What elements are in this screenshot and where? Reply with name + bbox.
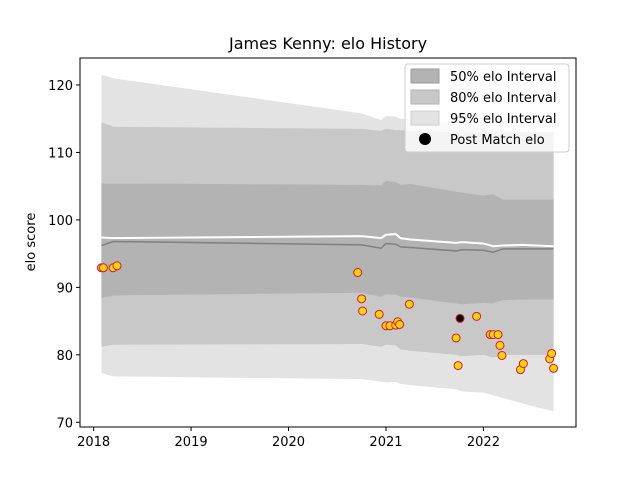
post-match-point [395,319,405,329]
legend-label-post-match: Post Match elo [450,133,545,148]
post-match-point [497,350,507,360]
legend-swatch-50 [410,68,440,84]
legend-marker-post-match [419,133,431,145]
post-match-point [451,333,461,343]
x-tick-label: 2019 [175,435,208,450]
post-match-point [404,299,414,309]
x-tick-label: 2022 [467,435,500,450]
plot-area [96,74,559,412]
x-tick-label: 2021 [369,435,402,450]
legend-swatch-95 [410,110,440,126]
upper-elo-line [101,233,554,248]
post-match-point [493,330,503,340]
post-match-point [98,263,108,273]
y-tick-label: 100 [48,214,73,229]
x-axis: 2018 2019 2020 2021 2022 [77,427,500,450]
y-tick-label: 80 [56,349,73,364]
y-tick-label: 110 [48,146,73,161]
post-match-point [547,348,557,358]
post-match-point [112,261,122,271]
post-match-point [549,363,559,373]
y-tick-label: 90 [56,281,73,296]
legend-swatch-80 [410,89,440,105]
post-match-point [353,268,363,278]
legend-label-50: 50% elo Interval [450,70,557,85]
y-tick-label: 70 [56,416,73,431]
legend-label-80: 80% elo Interval [450,91,557,106]
legend: 50% elo Interval 80% elo Interval 95% el… [404,63,570,153]
y-tick-label: 120 [48,79,73,94]
y-axis-label: elo score [24,213,39,272]
post-match-point [518,359,528,369]
plot-frame [79,57,577,428]
post-match-point [453,361,463,371]
post-match-point [472,311,482,321]
post-match-point [374,309,384,319]
mean-elo-line [101,240,554,254]
x-tick-label: 2020 [272,435,305,450]
post-match-point [455,313,465,323]
band-50-interval [101,180,554,305]
chart-title: James Kenny: elo History [228,34,427,53]
legend-label-95: 95% elo Interval [450,112,557,127]
post-match-point [495,340,505,350]
post-match-point [358,306,368,316]
y-axis: 70 80 90 100 110 120 [48,79,80,431]
post-match-points [96,261,559,375]
x-tick-label: 2018 [77,435,110,450]
post-match-point [357,294,367,304]
legend-frame [404,63,570,153]
